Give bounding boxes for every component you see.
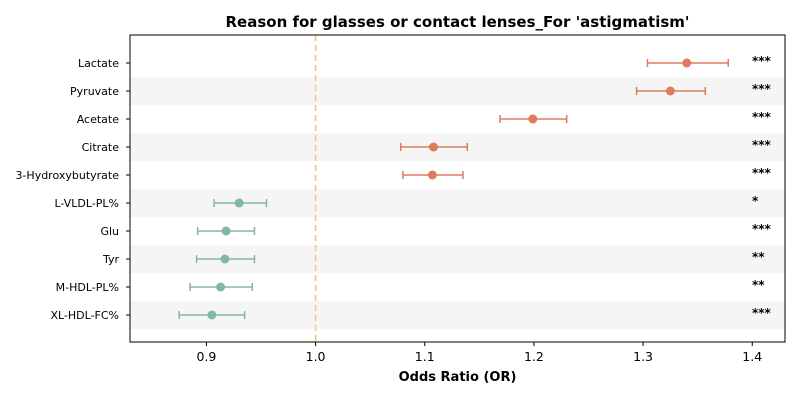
x-tick-label: 1.4	[742, 349, 762, 364]
ci-row-1	[635, 86, 707, 96]
x-tick-label: 1.3	[633, 349, 653, 364]
category-label: M-HDL-PL%	[56, 281, 119, 294]
category-label: Acetate	[77, 113, 120, 126]
significance-label: ***	[752, 82, 772, 96]
or-point	[216, 282, 226, 292]
category-label: XL-HDL-FC%	[50, 309, 119, 322]
data-marks	[178, 58, 729, 320]
category-label: Tyr	[102, 253, 120, 266]
or-point	[207, 310, 217, 320]
category-label: L-VLDL-PL%	[54, 197, 119, 210]
or-point	[221, 226, 231, 236]
ci-row-6	[196, 226, 256, 236]
or-point	[528, 114, 538, 124]
significance-label: **	[752, 250, 765, 264]
or-point	[428, 142, 438, 152]
significance-label: ***	[752, 138, 772, 152]
significance-label: **	[752, 278, 765, 292]
ci-row-9	[178, 310, 246, 320]
category-label: Citrate	[82, 141, 120, 154]
ci-row-3	[399, 142, 469, 152]
ci-row-5	[213, 198, 268, 208]
or-point	[427, 170, 437, 180]
or-point	[665, 86, 675, 96]
or-point	[220, 254, 230, 264]
significance-label: ***	[752, 222, 772, 236]
or-point	[234, 198, 244, 208]
x-tick-label: 0.9	[196, 349, 216, 364]
ci-row-4	[402, 170, 464, 180]
ci-row-7	[195, 254, 256, 264]
plot-frame	[129, 34, 786, 343]
category-labels: Lactate Pyruvate Acetate Citrate 3-Hydroxybu…	[15, 57, 130, 322]
category-label: Pyruvate	[70, 85, 119, 98]
significance-labels: **************************	[752, 54, 772, 320]
significance-label: ***	[752, 166, 772, 180]
chart-title: Reason for glasses or contact lenses_For…	[226, 13, 690, 31]
category-label: Lactate	[78, 57, 119, 70]
significance-label: ***	[752, 306, 772, 320]
significance-label: ***	[752, 54, 772, 68]
significance-label: *	[752, 194, 759, 208]
ci-row-2	[499, 114, 568, 124]
ci-row-0	[646, 58, 729, 68]
x-axis-label: Odds Ratio (OR)	[399, 370, 517, 385]
ci-row-8	[189, 282, 254, 292]
x-tick-label: 1.1	[415, 349, 435, 364]
category-label: 3-Hydroxybutyrate	[15, 169, 119, 182]
category-label: Glu	[100, 225, 119, 238]
significance-label: ***	[752, 110, 772, 124]
or-point	[682, 58, 692, 68]
x-axis: 0.9 1.0 1.1 1.2 1.3 1.4	[196, 342, 762, 364]
x-tick-label: 1.0	[306, 349, 326, 364]
x-tick-label: 1.2	[524, 349, 544, 364]
